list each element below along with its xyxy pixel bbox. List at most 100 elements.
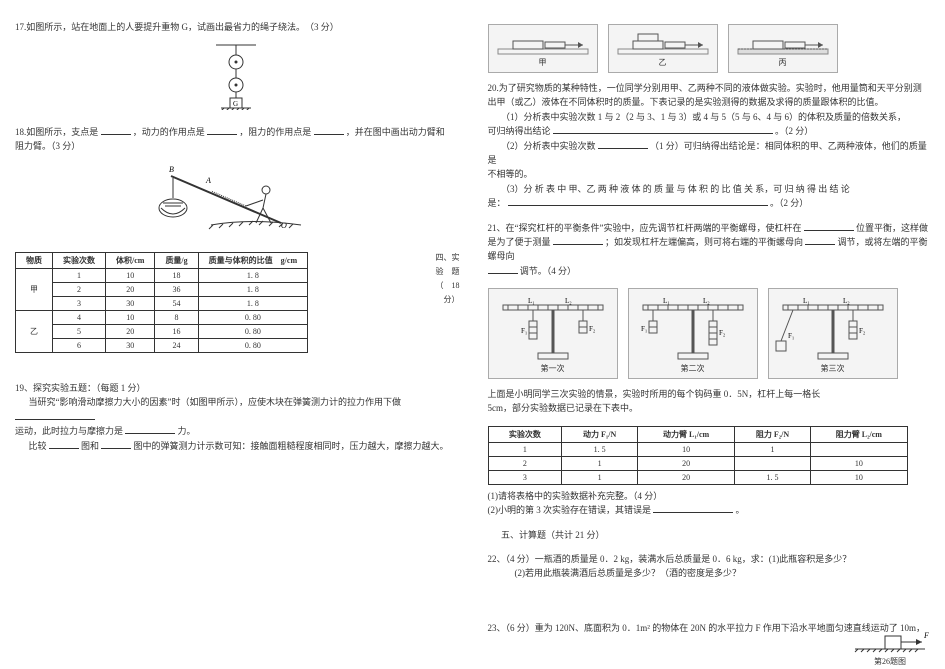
th: 动力臂 L₁/cm [638, 426, 735, 442]
q23-figure: F 第26题图 [850, 624, 930, 667]
density-table: 物质 实验次数 体积/cm 质量/g 质量与体积的比值 g/cm 甲110181… [15, 252, 308, 353]
table-row: 630240. 80 [16, 338, 308, 352]
question-20: 20.为了研究物质的某种特性，一位同学分别用甲、乙两种不同的液体做实验。实验时，… [488, 81, 931, 211]
lever-caption: 上面是小明同学三次实验的情景，实验时所用的每个钩码重 0．5N，杠杆上每一格长 … [488, 387, 931, 416]
th: 物质 [16, 252, 53, 268]
q19-blank4 [101, 439, 131, 449]
question-19: 19、探究实验五题：（每题 1 分） 当研究“影响滑动摩擦力大小的因素”时（如图… [15, 381, 458, 453]
pulley-svg: G [206, 40, 266, 110]
svg-text:B: B [169, 165, 174, 174]
td: 20 [638, 456, 735, 470]
td: 1 [488, 442, 562, 456]
table-row: 2120 10 [488, 456, 907, 470]
svg-text:L₂: L₂ [703, 297, 710, 305]
td: 2 [53, 282, 106, 296]
svg-text:L₁: L₁ [803, 297, 810, 305]
fig-jia: 甲 [488, 24, 598, 73]
q20-p1a: （1）分析表中实验次数 1 与 2（2 与 3、1 与 3）或 4 与 5（5 … [501, 112, 906, 122]
q19-blank3 [49, 439, 79, 449]
td: 1. 5 [735, 470, 811, 484]
svg-text:A: A [205, 176, 211, 185]
q20-p1c: 。（2 分） [775, 126, 813, 136]
q19-blank1 [15, 410, 95, 420]
th: 阻力臂 L₂/cm [810, 426, 907, 442]
q21b-l2b: 。 [736, 505, 745, 515]
td: 20 [638, 470, 735, 484]
q21b-l2a: (2)小明的第 3 次实验存在错误，其错误是 [488, 505, 652, 515]
td: 3 [53, 296, 106, 310]
lever-fig-2: L₁L₂ F₁ F₂ 第二次 [628, 288, 758, 379]
q20-l2: 出甲（或乙）液体在不同体积时的质量。下表记录的是实验测得的数据及求得的质量跟体积… [488, 95, 931, 109]
svg-text:G: G [233, 100, 238, 108]
svg-text:L₂: L₂ [565, 297, 572, 305]
section-5: 五、计算题（共计 21 分） [488, 528, 931, 542]
td [735, 456, 811, 470]
question-17: 17.如图所示，站在地面上的人要提升重物 G，试画出最省力的绳子绕法。 （3 分… [15, 20, 458, 115]
side-c: （ 18 [436, 280, 460, 291]
question-18: 18.如图所示，支点是 ，动力的作用点是 ，阻力的作用点是 ，并在图中画出动力臂… [15, 125, 458, 242]
left-column: 17.如图所示，站在地面上的人要提升重物 G，试画出最省力的绳子绕法。 （3 分… [0, 0, 473, 669]
td: 10 [810, 456, 907, 470]
td: 1 [562, 470, 638, 484]
svg-text:F₂: F₂ [719, 329, 726, 337]
th: 实验次数 [488, 426, 562, 442]
td: 5 [53, 324, 106, 338]
td: 2 [488, 456, 562, 470]
table-row: 520160. 80 [16, 324, 308, 338]
q21-blank4 [488, 264, 518, 274]
side-a: 四、实 [436, 252, 460, 263]
td: 10 [810, 470, 907, 484]
q19-l4c: 图中的弹簧测力计示数可知：接触面粗糙程度相同时，压力越大，摩擦力越大。 [134, 441, 449, 451]
q18-figure: A B O [15, 158, 458, 242]
svg-text:F₁: F₁ [788, 332, 794, 340]
q20-p2c: 不相等的。 [488, 167, 931, 181]
table-row: 220361. 8 [16, 282, 308, 296]
td: 36 [155, 282, 198, 296]
q19-l3b: 力。 [178, 426, 196, 436]
side-d: 分） [444, 294, 460, 305]
lever-fig-3: L₁L₂ F₁ F₂ 第三次 [768, 288, 898, 379]
lever2-label: 第二次 [681, 363, 705, 374]
q20-p3a: （3）分 析 表 中 甲、乙 两 种 液 体 的 质 量 与 体 积 的 比 值… [488, 182, 931, 196]
td: 1 [735, 442, 811, 456]
q21-l2a: 是为了便于测量 [488, 237, 551, 247]
q18-d: ，并在图中画出动力臂和 [346, 127, 445, 137]
table-row: 31201. 510 [488, 470, 907, 484]
q18-a: 18.如图所示，支点是 [15, 127, 98, 137]
th: 质量/g [155, 252, 198, 268]
td: 18 [155, 268, 198, 282]
side-b: 验 题 [436, 266, 460, 277]
td: 1. 8 [198, 296, 307, 310]
svg-text:F₂: F₂ [859, 327, 866, 335]
td: 10 [106, 268, 155, 282]
q21-blank1 [804, 221, 854, 231]
question-21: 21、在“探究杠杆的平衡条件”实验中，应先调节杠杆两端的平衡螺母，使杠杆在 位置… [488, 221, 931, 279]
td: 0. 80 [198, 310, 307, 324]
right-column: 甲 乙 丙 20.为了研究物质的某种特性，一位同学分别用甲、乙两种不同的液体做实… [473, 0, 945, 669]
td: 1 [562, 456, 638, 470]
svg-text:F: F [923, 631, 929, 640]
q18-blank2 [207, 125, 237, 135]
fig-yi-label: 乙 [659, 57, 667, 68]
question-21b: (1)请将表格中的实验数据补充完整。（4 分） (2)小明的第 3 次实验存在错… [488, 489, 931, 518]
q18-blank3 [314, 125, 344, 135]
q19-l1: 19、探究实验五题：（每题 1 分） [15, 381, 458, 395]
q17-text: 17.如图所示，站在地面上的人要提升重物 G，试画出最省力的绳子绕法。 （3 分… [15, 22, 339, 32]
q20-p1b: 可归纳得出结论 [488, 126, 551, 136]
lever-cap-b: 5cm，部分实验数据已记录在下表中。 [488, 401, 931, 415]
td: 1. 8 [198, 282, 307, 296]
q21-l1b: 位置平衡，这样做 [856, 223, 928, 233]
q21-l1a: 21、在“探究杠杆的平衡条件”实验中，应先调节杠杆两端的平衡螺母，使杠杆在 [488, 223, 802, 233]
td: 3 [488, 470, 562, 484]
td: 8 [155, 310, 198, 324]
q20-blank1 [553, 124, 773, 134]
td: 10 [638, 442, 735, 456]
question-22: 22、（4 分）一瓶酒的质量是 0．2 kg，装满水后总质量是 0．6 kg，求… [488, 552, 931, 581]
friction-figures: 甲 乙 丙 [488, 24, 931, 73]
q18-line2: 阻力臂。（3 分） [15, 141, 80, 151]
svg-text:F₁: F₁ [641, 325, 647, 333]
th: 质量与体积的比值 g/cm [198, 252, 307, 268]
td: 30 [106, 338, 155, 352]
q17-figure: G [15, 40, 458, 114]
q21-l3: 调节。（4 分） [520, 266, 576, 276]
